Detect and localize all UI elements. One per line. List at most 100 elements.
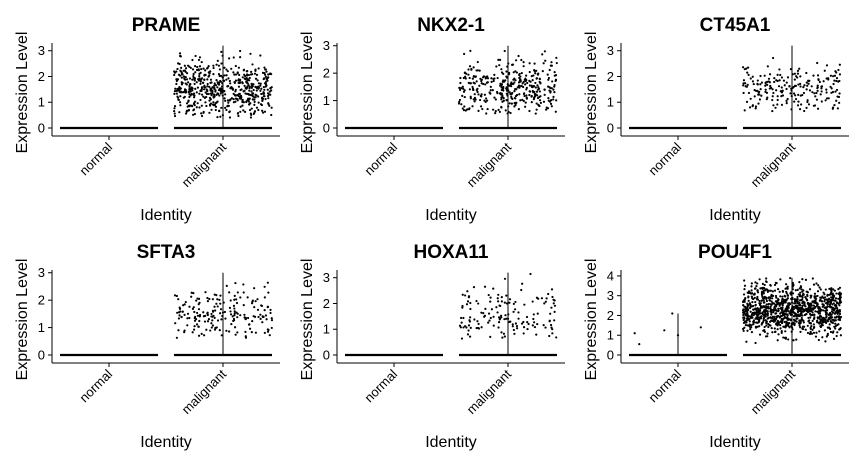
y-tick-label: 3 (323, 270, 330, 285)
data-point (829, 299, 832, 302)
data-point (791, 311, 795, 314)
data-point (551, 80, 554, 83)
data-point (784, 310, 787, 313)
x-axis-title: Identity (425, 207, 477, 224)
data-point (192, 306, 195, 309)
data-point (266, 305, 270, 308)
data-point (492, 324, 495, 327)
data-point (801, 310, 804, 313)
data-point (199, 89, 202, 92)
data-point (459, 316, 463, 320)
data-point (839, 296, 842, 299)
data-point (481, 107, 484, 111)
data-point (214, 102, 217, 105)
data-point (829, 291, 833, 295)
data-point (549, 312, 552, 315)
data-point (175, 294, 178, 298)
data-point (176, 311, 179, 314)
data-point (206, 320, 210, 323)
data-point (225, 74, 228, 77)
data-point (219, 294, 222, 297)
data-point (504, 314, 507, 317)
panel-title: POU4F1 (698, 242, 772, 263)
data-point (177, 98, 180, 102)
data-point (771, 56, 775, 60)
data-point (533, 325, 537, 329)
data-point (507, 105, 510, 108)
data-point (263, 77, 266, 80)
data-point (835, 334, 838, 338)
data-point (261, 111, 265, 114)
data-point (511, 97, 514, 100)
data-point (757, 320, 761, 323)
data-point (774, 304, 777, 307)
data-point (775, 89, 778, 92)
data-point (771, 95, 774, 98)
data-point (189, 87, 192, 90)
data-point (177, 329, 180, 332)
data-point (807, 103, 811, 106)
data-point (483, 314, 487, 317)
data-point (220, 334, 223, 337)
data-point (469, 316, 472, 319)
data-point (228, 79, 231, 83)
data-point (216, 100, 219, 103)
data-point (791, 283, 795, 286)
data-point (795, 304, 798, 307)
data-point (196, 311, 199, 315)
data-point (818, 299, 822, 302)
data-point (195, 68, 199, 72)
data-point (824, 288, 827, 291)
data-point (802, 91, 806, 95)
data-point (764, 88, 767, 91)
data-point (545, 297, 548, 300)
data-point (824, 306, 828, 309)
data-point (259, 84, 262, 87)
x-tick-label-normal: normal (361, 139, 400, 178)
y-tick-label: 1 (607, 328, 614, 343)
data-point (838, 304, 841, 307)
data-point (831, 303, 834, 306)
data-point (494, 111, 497, 115)
data-point (243, 73, 246, 76)
data-point (550, 98, 553, 102)
data-point (811, 307, 815, 310)
data-point (227, 77, 230, 80)
data-point (178, 52, 182, 55)
data-point (489, 335, 492, 338)
data-point (825, 298, 828, 301)
data-point (231, 315, 234, 318)
data-point (765, 324, 768, 327)
data-point (748, 324, 751, 327)
data-point (769, 307, 772, 310)
data-point (776, 103, 779, 106)
data-point (752, 82, 755, 86)
data-point (782, 336, 785, 339)
data-point (506, 87, 509, 90)
data-point (517, 81, 521, 84)
data-point (517, 54, 520, 58)
data-point (179, 104, 182, 107)
data-point (250, 85, 253, 88)
data-point (495, 90, 499, 94)
data-point (782, 299, 786, 303)
data-point (551, 328, 554, 331)
data-point (748, 302, 751, 305)
data-point (485, 76, 488, 79)
data-point (177, 298, 180, 301)
data-point (214, 309, 217, 312)
data-point (775, 79, 778, 82)
data-point (261, 315, 265, 319)
data-point (173, 73, 176, 77)
data-point (261, 99, 264, 102)
data-point (536, 73, 540, 76)
x-tick-label-normal: normal (76, 366, 115, 405)
data-point (763, 313, 766, 317)
data-point (771, 316, 774, 319)
data-point (213, 95, 216, 98)
data-point (766, 332, 769, 335)
data-point (820, 309, 823, 312)
data-point (807, 79, 810, 82)
data-point (503, 277, 507, 280)
data-point (207, 65, 210, 68)
